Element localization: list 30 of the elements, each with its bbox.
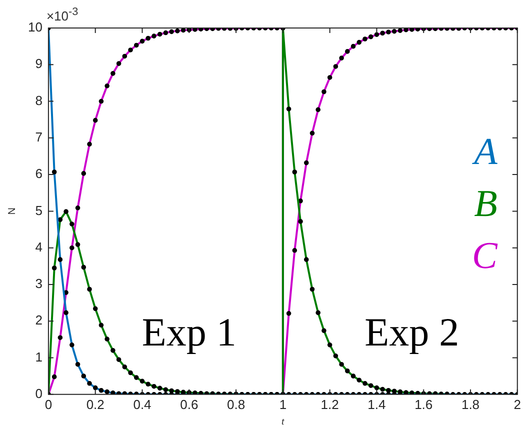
x-tick-label: 1.2 [320, 396, 339, 412]
y-tick-label: 1 [35, 349, 42, 364]
x-tick-label: 0.4 [133, 396, 152, 412]
y-tick-label: 8 [35, 92, 42, 108]
x-tick-label: 1.6 [414, 396, 433, 412]
y-tick-label: 9 [35, 56, 42, 72]
text: B [473, 182, 498, 227]
y-tick-label: 4 [35, 239, 42, 254]
y-tick-label: 3 [35, 276, 42, 292]
x-tick-label: 1.8 [461, 396, 480, 412]
y-tick-label: 5 [35, 202, 42, 218]
x-axis-title: t [282, 416, 285, 428]
annotation: Exp 1 [142, 308, 236, 356]
x-tick-label: 1.4 [368, 396, 386, 412]
y-tick-label: 10 [28, 20, 42, 35]
text: C [471, 234, 498, 279]
y-tick-label: 2 [35, 312, 42, 328]
x-tick-label: 0.6 [180, 396, 198, 412]
x-tick-label: 0 [44, 396, 52, 412]
annotation: Exp 2 [364, 308, 460, 356]
x-tick-label: 0.8 [226, 396, 246, 412]
text: ×10$^{-3}$ [46, 6, 78, 24]
x-tick-label: 2 [514, 396, 521, 412]
y-tick-label: 0 [35, 386, 42, 401]
x-tick-label: 0.2 [86, 396, 104, 412]
x-tick-label: 1 [279, 396, 287, 412]
text: A [471, 130, 498, 175]
y-tick-label: 6 [35, 166, 42, 182]
y-tick-label: 7 [35, 130, 42, 144]
y-axis-title: N [6, 208, 18, 215]
